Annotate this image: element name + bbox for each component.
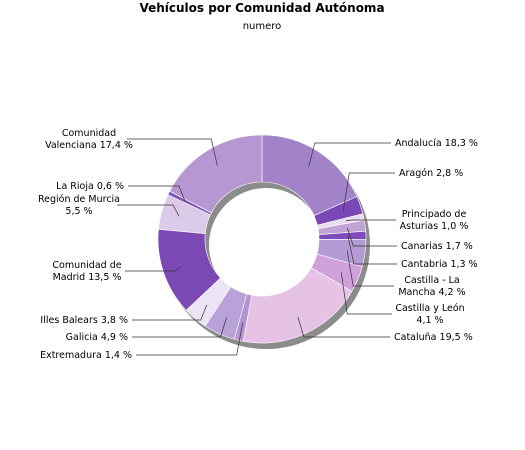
- slice-label-illes-balears: Illes Balears 3,8 %: [40, 315, 128, 326]
- slice-label-comunidad-de-madrid-line-1: Comunidad de: [52, 260, 121, 271]
- slice-label-aragon: Aragón 2,8 %: [399, 168, 463, 179]
- slice-label-andalucia: Andalucía 18,3 %: [395, 138, 478, 149]
- donut-slices: [157, 134, 367, 344]
- leader-line-comunidad-valenciana: [127, 138, 218, 166]
- slice-label-principado-de-asturias-line-2: Asturias 1,0 %: [400, 221, 469, 232]
- leader-line-la-rioja: [128, 185, 186, 202]
- slice-label-castilla-y-leon-line-1: Castilla y León: [395, 303, 464, 314]
- chart-title: Vehículos por Comunidad Autónoma: [139, 1, 384, 15]
- leader-line-aragon: [342, 172, 395, 211]
- slice-label-cataluna: Cataluña 19,5 %: [394, 332, 473, 343]
- slice-label-canarias: Canarias 1,7 %: [401, 241, 473, 252]
- slice-label-castilla-la-mancha-line-1: Castilla - La: [404, 275, 459, 286]
- slice-label-galicia: Galicia 4,9 %: [66, 332, 128, 343]
- slice-label-comunidad-de-madrid-line-2: Madrid 13,5 %: [53, 272, 122, 283]
- leader-line-andalucia: [308, 142, 391, 167]
- slice-label-region-de-murcia-line-1: Región de Murcia: [38, 194, 120, 205]
- slice-comunidad-valenciana: [169, 134, 263, 214]
- leader-line-illes-balears: [132, 304, 208, 321]
- slice-labels: Andalucía 18,3 % Aragón 2,8 % Principado d…: [38, 128, 478, 361]
- leader-line-canarias: [346, 227, 397, 247]
- leader-line-galicia: [132, 317, 227, 338]
- leader-line-castilla-y-leon: [340, 272, 392, 315]
- leader-line-extremadura: [136, 322, 244, 356]
- slice-label-la-rioja: La Rioja 0,6 %: [56, 181, 124, 192]
- slice-label-extremadura: Extremadura 1,4 %: [40, 350, 132, 361]
- slice-label-castilla-y-leon-line-2: 4,1 %: [416, 315, 443, 326]
- slice-label-region-de-murcia-line-2: 5,5 %: [65, 206, 92, 217]
- chart-subtitle: numero: [243, 21, 282, 32]
- slice-label-cantabria: Cantabria 1,3 %: [401, 259, 478, 270]
- leader-line-region-de-murcia: [117, 204, 180, 217]
- slice-label-comunidad-valenciana-line-1: Comunidad: [62, 128, 116, 139]
- slice-label-principado-de-asturias-line-1: Principado de: [402, 209, 467, 220]
- slice-label-comunidad-valenciana-line-2: Valenciana 17,4 %: [45, 140, 133, 151]
- leader-lines: [117, 138, 397, 356]
- slice-label-castilla-la-mancha-line-2: Mancha 4,2 %: [398, 287, 465, 298]
- leader-line-castilla-la-mancha: [346, 250, 394, 287]
- leader-line-principado-de-asturias: [346, 219, 396, 222]
- leader-line-comunidad-de-madrid: [125, 266, 181, 272]
- leader-line-cataluna: [297, 317, 390, 338]
- leader-line-cantabria: [347, 235, 397, 265]
